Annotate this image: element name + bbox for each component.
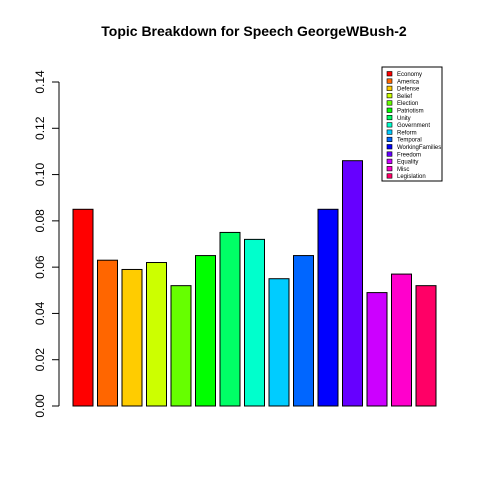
legend-label-defense: Defense <box>397 87 420 93</box>
legend-label-election: Election <box>397 101 418 107</box>
legend-label-america: America <box>397 79 420 85</box>
legend-swatch-workingfamilies <box>386 144 393 150</box>
bars <box>72 160 437 407</box>
y-tick-label: 0.04 <box>33 301 47 325</box>
legend-label-freedom: Freedom <box>397 152 421 158</box>
legend-label-government: Government <box>397 123 430 129</box>
legend-swatch-election <box>386 100 393 106</box>
legend-swatch-equality <box>386 158 393 164</box>
legend-swatch-reform <box>386 129 393 135</box>
bar-equality <box>366 292 388 407</box>
y-tick-label: 0.10 <box>33 163 47 187</box>
bar-election <box>170 285 192 407</box>
bar-america <box>97 259 118 407</box>
bar-freedom <box>342 160 363 407</box>
legend-label-misc: Misc <box>397 167 409 173</box>
legend-swatch-america <box>386 78 393 84</box>
legend-label-belief: Belief <box>397 94 412 100</box>
bar-temporal <box>293 255 314 407</box>
bar-reform <box>268 278 290 407</box>
bar-legislation <box>415 285 437 407</box>
legend-label-legislation: Legislation <box>397 174 426 180</box>
bar-economy <box>72 208 94 407</box>
legend-label-unity: Unity <box>397 116 411 122</box>
y-tick-label: 0.12 <box>33 116 47 140</box>
bar-defense <box>121 268 143 407</box>
bar-workingfamilies <box>317 208 339 407</box>
legend-swatch-patriotism <box>386 107 393 113</box>
legend-swatch-belief <box>386 93 393 99</box>
legend-swatch-government <box>386 122 393 128</box>
bar-misc <box>391 273 412 407</box>
legend-swatch-freedom <box>386 151 393 157</box>
bar-belief <box>146 262 167 407</box>
legend-label-patriotism: Patriotism <box>397 109 424 115</box>
legend-swatch-misc <box>386 166 393 172</box>
legend-label-temporal: Temporal <box>397 138 422 144</box>
y-tick-label: 0.00 <box>33 394 47 418</box>
legend-swatch-legislation <box>386 173 393 179</box>
y-tick-label: 0.14 <box>33 70 47 94</box>
y-axis: 0.00 0.02 0.04 0.06 0.08 0.10 0.12 0.14 <box>33 70 60 418</box>
y-tick-label: 0.08 <box>33 209 47 233</box>
chart-title: Topic Breakdown for Speech GeorgeWBush-2 <box>101 23 407 39</box>
y-tick-label: 0.06 <box>33 255 47 279</box>
legend-label-equality: Equality <box>397 160 418 166</box>
bar-patriotism <box>195 255 216 407</box>
legend-swatch-unity <box>386 115 393 121</box>
bar-unity <box>219 231 241 407</box>
legend-label-reform: Reform <box>397 130 417 136</box>
bar-government <box>244 238 265 407</box>
legend-swatch-defense <box>386 85 393 91</box>
legend-swatch-temporal <box>386 136 393 142</box>
legend-label-economy: Economy <box>397 72 422 78</box>
legend-label-workingfamilies: WorkingFamilies <box>397 145 441 151</box>
y-tick-label: 0.02 <box>33 348 47 372</box>
legend-swatch-economy <box>386 71 393 77</box>
